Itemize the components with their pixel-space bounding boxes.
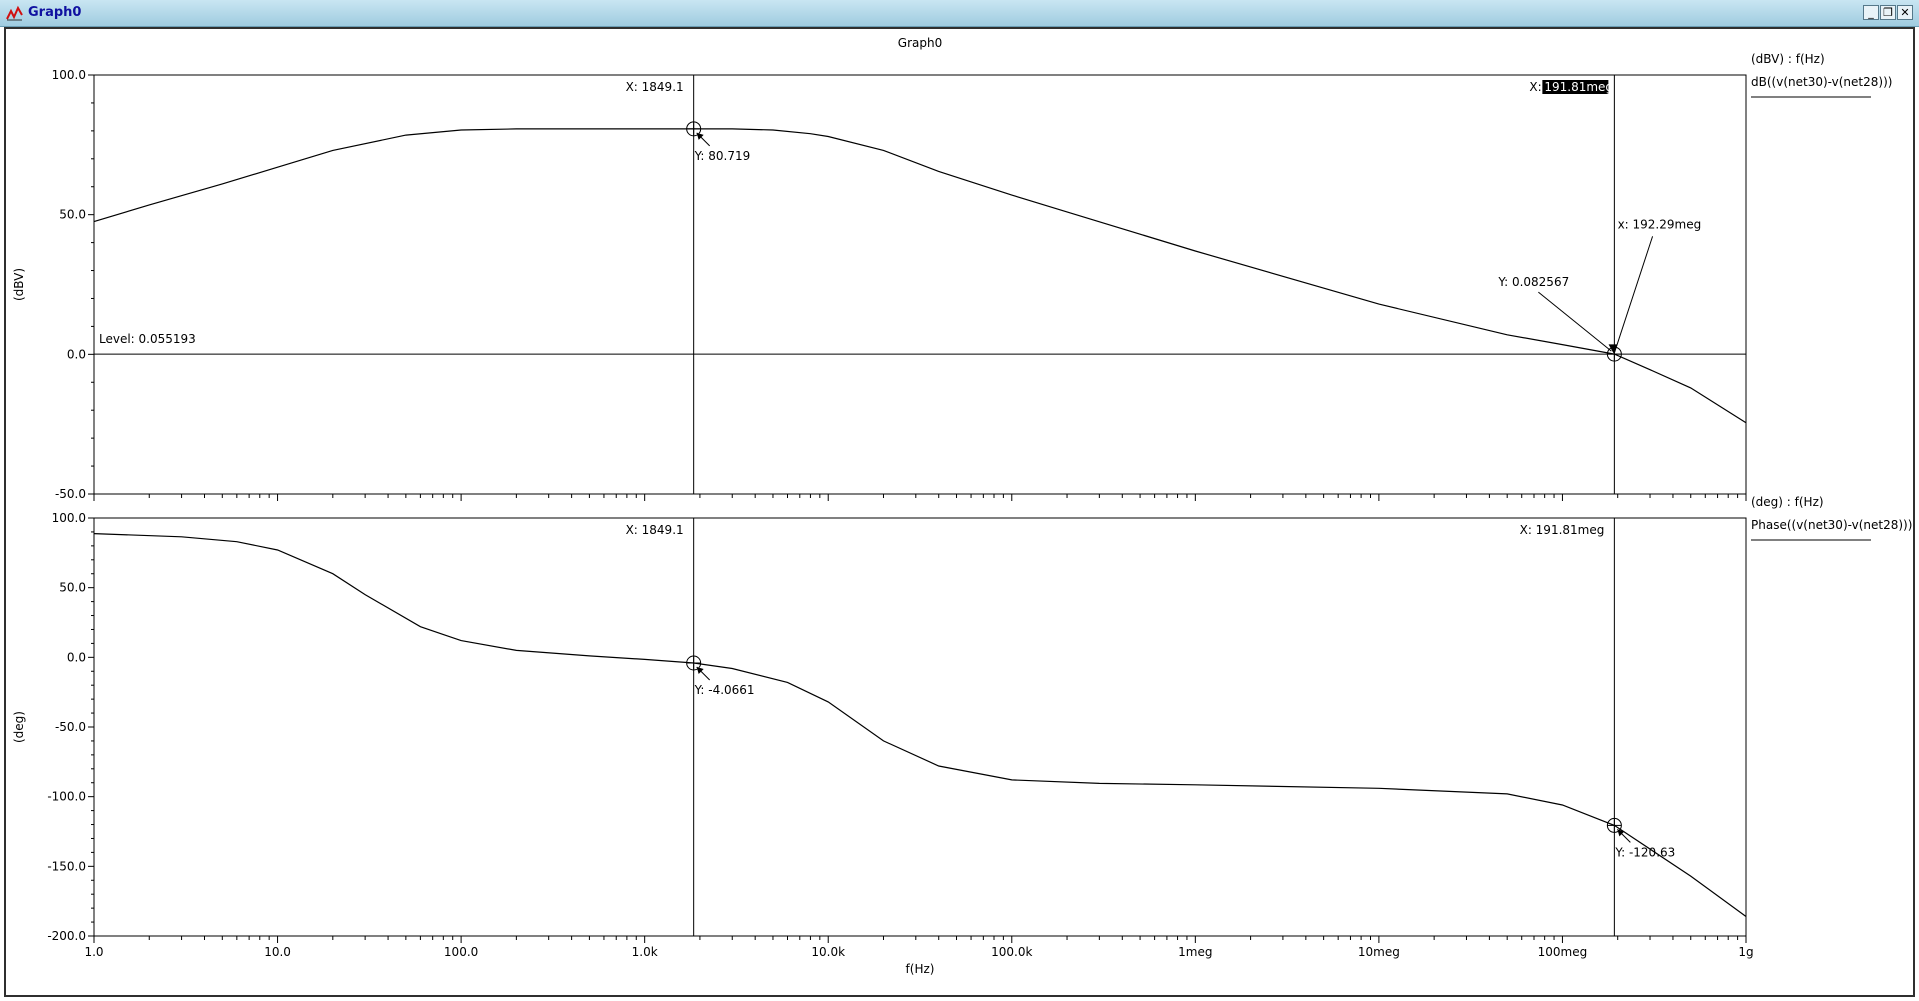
y-tick-label: 0.0 [67, 347, 86, 361]
x-tick-label: 1.0 [84, 945, 103, 959]
legend-header: (dBV) : f(Hz) [1751, 52, 1825, 66]
series-line [93, 128, 1747, 424]
level-label: Level: 0.055193 [99, 332, 196, 346]
y-tick-label: -50.0 [55, 487, 86, 501]
chart-title: Graph0 [898, 36, 942, 50]
cursor-y-label: Y: 80.719 [694, 149, 751, 163]
cursor-x-value-highlight [1542, 80, 1609, 94]
cursor-x-label: X: 1849.1 [626, 523, 684, 537]
graph-canvas: Graph0 100.0 50.0 0.0 -50.0 (dBV) X: 1849.1 Y: … [12, 36, 1912, 976]
cursor-y-arrowhead [696, 666, 704, 674]
y-tick-label: -150.0 [47, 859, 86, 873]
y-axis-label: (deg) [12, 711, 26, 743]
y-tick-label: 100.0 [52, 511, 86, 525]
x-tick-label: 1meg [1178, 945, 1212, 959]
crossing-label: x: 192.29meg [1618, 217, 1702, 231]
y-tick-label: 50.0 [59, 208, 86, 222]
y-axis-label: (dBV) [12, 268, 26, 301]
cursor-y-label: Y: -4.0661 [694, 683, 755, 697]
x-tick-label: 100.0 [444, 945, 478, 959]
restore-button[interactable]: ❐ [1880, 5, 1896, 20]
crossing-arrowhead [1608, 344, 1618, 354]
y-tick-label: 0.0 [67, 650, 86, 664]
cursor-x-label: X: 1849.1 [626, 80, 684, 94]
cursor-y-arrowhead [1617, 829, 1625, 837]
window-titlebar: Graph0 _ ❐ ✕ [0, 0, 1919, 27]
cursor-x-value: 191.81meg [1544, 80, 1613, 94]
plot-area-border [93, 517, 1747, 937]
legend-entry: dB((v(net30)-v(net28))) [1751, 75, 1892, 89]
cursor-y-arrow [1538, 291, 1612, 352]
x-tick-label: 10.0 [264, 945, 291, 959]
x-tick-label: 1g [1738, 945, 1753, 959]
waveform-app-icon [6, 5, 23, 21]
minimize-button[interactable]: _ [1863, 5, 1879, 20]
y-tick-label: -100.0 [47, 790, 86, 804]
x-axis-label: f(Hz) [906, 962, 935, 976]
panel-1 [88, 74, 1871, 501]
legend-entry: Phase((v(net30)-v(net28))) [1751, 518, 1912, 532]
graph-window-body: Graph0 100.0 50.0 0.0 -50.0 (dBV) X: 1849.1 Y: … [4, 27, 1915, 997]
y-tick-label: 50.0 [59, 581, 86, 595]
cursor-x-label: X: 191.81meg [1520, 523, 1605, 537]
close-button[interactable]: ✕ [1897, 5, 1913, 20]
crossing-arrow [1614, 236, 1654, 353]
y-tick-label: -200.0 [47, 929, 86, 943]
x-tick-label: 1.0k [632, 945, 658, 959]
cursor-y-arrowhead [696, 132, 704, 140]
cursor-y-label: Y: -120.63 [1614, 845, 1675, 859]
x-tick-label: 10.0k [811, 945, 845, 959]
y-tick-label: -50.0 [55, 720, 86, 734]
legend-header: (deg) : f(Hz) [1751, 495, 1824, 509]
x-tick-label: 100meg [1538, 945, 1588, 959]
series-line [93, 533, 1747, 917]
x-tick-label: 100.0k [991, 945, 1032, 959]
plot-area-border [93, 74, 1747, 495]
x-tick-label: 10meg [1358, 945, 1400, 959]
cursor-y-label: Y: 0.082567 [1497, 275, 1569, 289]
cursor-x-label: X: [1529, 80, 1541, 94]
window-title: Graph0 [28, 5, 82, 20]
panel-2 [88, 517, 1871, 943]
y-tick-label: 100.0 [52, 68, 86, 82]
